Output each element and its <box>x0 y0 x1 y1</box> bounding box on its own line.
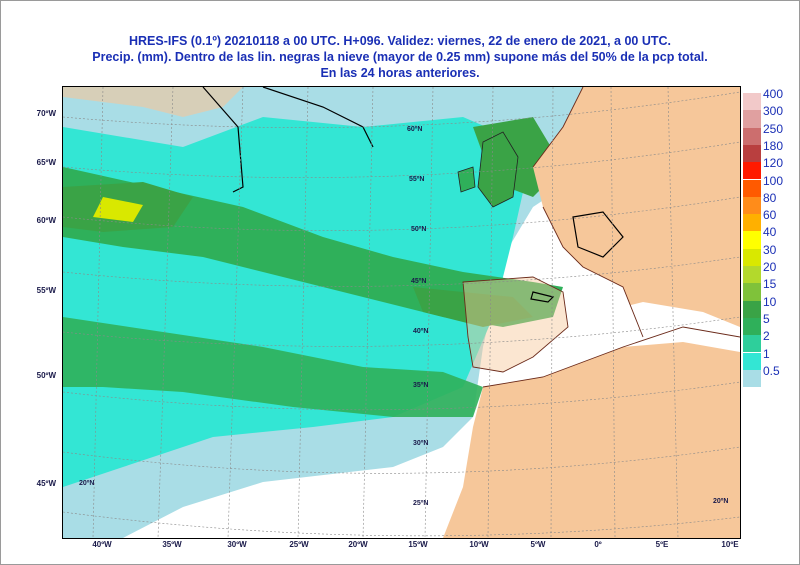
axis-label-bottom: 20ºW <box>348 540 368 549</box>
axis-label-left: 50ºW <box>36 371 56 380</box>
mediterranean-sea <box>583 302 740 352</box>
legend-label: 2 <box>763 329 770 344</box>
pcp-frontal-band <box>63 167 563 327</box>
legend-swatch <box>743 179 761 197</box>
coast-iberia <box>462 276 569 373</box>
grid-label: 25ºN <box>413 500 428 507</box>
legend-label: 30 <box>763 242 777 257</box>
legend-swatch <box>743 93 761 111</box>
pcp-southern-band <box>63 317 483 417</box>
axis-label-bottom: 0º <box>594 540 602 549</box>
legend-swatch <box>743 266 761 284</box>
land-africa <box>443 327 740 538</box>
legend-swatch <box>743 214 761 232</box>
grid-label: 50ºN <box>411 226 426 233</box>
axis-label-bottom: 10ºW <box>469 540 489 549</box>
legend-swatch <box>743 335 761 353</box>
legend-swatch <box>743 352 761 370</box>
legend-swatch <box>743 110 761 128</box>
coast-europe <box>532 87 644 338</box>
snow-contour-pyrenees <box>530 291 555 303</box>
grid-label: 20ºN <box>713 498 728 505</box>
grid-label: 35ºN <box>413 382 428 389</box>
coast-africa <box>482 326 740 388</box>
axis-label-bottom: 5ºW <box>530 540 546 549</box>
legend-swatch <box>743 144 761 163</box>
land-britain <box>477 131 519 208</box>
axis-label-bottom: 35ºW <box>162 540 182 549</box>
graticule <box>63 87 740 538</box>
land-europe <box>533 87 740 377</box>
legend-swatch <box>743 369 761 388</box>
axis-label-bottom: 5ºE <box>655 540 669 549</box>
title-line-2: Precip. (mm). Dentro de las lin. negras … <box>92 50 708 64</box>
map-title: HRES-IFS (0.1º) 20210118 a 00 UTC. H+096… <box>0 33 800 81</box>
legend-swatch <box>743 196 761 215</box>
grid-label: 40ºN <box>413 328 428 335</box>
legend-swatch <box>743 127 761 145</box>
legend-swatch <box>743 248 761 266</box>
legend-label: 120 <box>763 156 784 171</box>
axis-label-bottom: 10ºE <box>721 540 739 549</box>
land-greenland <box>63 87 243 117</box>
axis-label-left: 45ºW <box>36 479 56 488</box>
axis-label-left: 55ºW <box>36 286 56 295</box>
legend-swatch <box>743 283 761 301</box>
legend-label: 1 <box>763 346 770 361</box>
axis-label-left: 60ºW <box>36 216 56 225</box>
legend-swatch <box>743 317 761 336</box>
grid-label: 20ºN <box>79 480 94 487</box>
legend-label: 10 <box>763 294 777 309</box>
land-ireland <box>457 166 476 193</box>
legend-label: 15 <box>763 277 777 292</box>
axis-label-bottom: 40ºW <box>92 540 112 549</box>
legend-label: 100 <box>763 173 784 188</box>
snow-contour-greenland <box>202 87 244 193</box>
pcp-max-west <box>93 197 143 222</box>
axis-label-bottom: 30ºW <box>227 540 247 549</box>
legend-label: 80 <box>763 190 777 205</box>
legend-label: 180 <box>763 138 784 153</box>
legend-label: 40 <box>763 225 777 240</box>
grid-label: 45ºN <box>411 278 426 285</box>
axis-label-left: 70ºW <box>36 109 56 118</box>
grid-label: 60ºN <box>407 126 422 133</box>
legend-swatch <box>743 300 761 318</box>
axis-label-bottom: 15ºW <box>408 540 428 549</box>
axis-label-left: 65ºW <box>36 158 56 167</box>
legend-label: 20 <box>763 260 777 274</box>
legend-label: 5 <box>763 311 770 326</box>
snow-contour-alps <box>572 211 624 258</box>
legend-swatch <box>743 231 761 249</box>
legend-label: 300 <box>763 104 784 119</box>
title-line-3: En las 24 horas anteriores. <box>320 66 480 80</box>
legend-label: 400 <box>763 87 784 101</box>
precipitation-map: 60ºN 55ºN 50ºN 45ºN 40ºN 35ºN 30ºN 25ºN … <box>62 86 741 539</box>
graticule-labels: 60ºN 55ºN 50ºN 45ºN 40ºN 35ºN 30ºN 25ºN … <box>79 126 728 507</box>
map-canvas: 60ºN 55ºN 50ºN 45ºN 40ºN 35ºN 30ºN 25ºN … <box>63 87 740 538</box>
axis-label-bottom: 25ºW <box>289 540 309 549</box>
legend-label: 60 <box>763 208 777 223</box>
legend-swatch <box>743 162 761 180</box>
title-line-1: HRES-IFS (0.1º) 20210118 a 00 UTC. H+096… <box>129 34 671 48</box>
pcp-core-iberia <box>413 287 533 327</box>
legend-label: 250 <box>763 121 784 136</box>
legend-label: 0.5 <box>763 363 780 378</box>
grid-label: 55ºN <box>409 176 424 183</box>
snow-contour-north <box>262 87 374 148</box>
grid-label: 30ºN <box>413 440 428 447</box>
